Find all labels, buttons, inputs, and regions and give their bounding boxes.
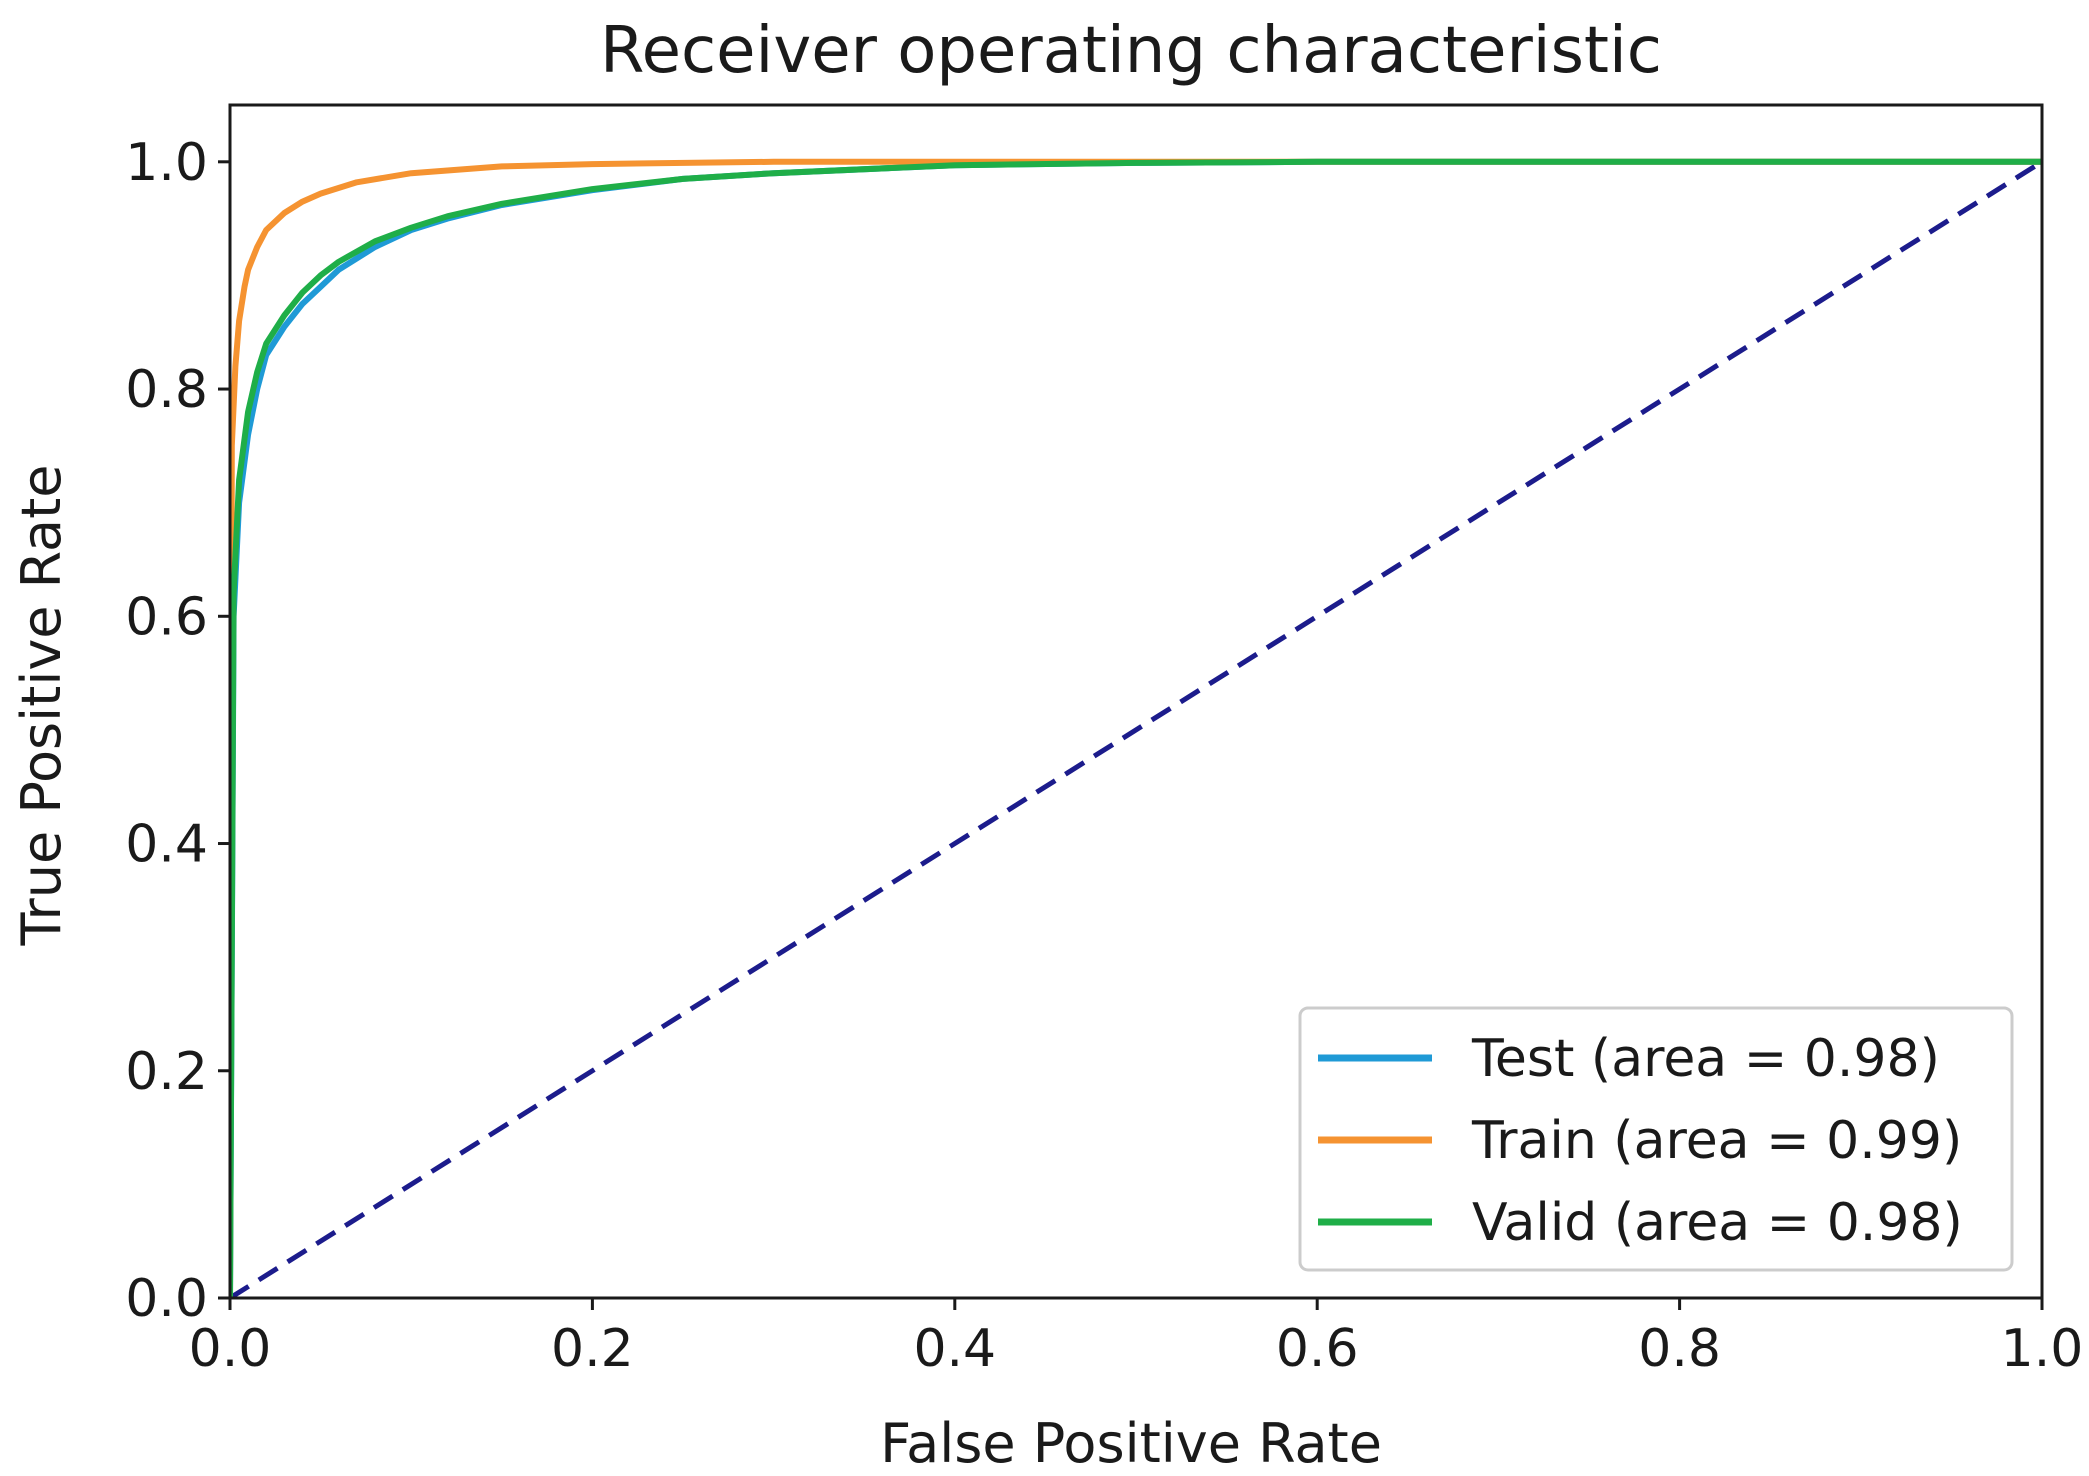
y-tick-label: 0.6 [125, 587, 208, 647]
x-tick-label: 0.8 [1638, 1319, 1721, 1379]
series-line-valid [230, 158, 2042, 1298]
plot-frame [228, 103, 2044, 1300]
legend-entries: Test (area = 0.98) Train (area = 0.99) Val… [1318, 1029, 1963, 1253]
plot-area [230, 158, 2042, 1298]
legend-label-valid: Valid (area = 0.98) [1472, 1193, 1963, 1253]
y-tick-label: 0.4 [125, 815, 208, 875]
x-axis-label: False Positive Rate [880, 1412, 1382, 1475]
series-line-train [230, 158, 2042, 1298]
chart-title: Receiver operating characteristic [600, 14, 1662, 88]
legend-label-test: Test (area = 0.98) [1471, 1029, 1940, 1089]
y-tick-label: 0.8 [125, 360, 208, 420]
x-axis-ticks: 0.0 0.2 0.4 0.6 0.8 1.0 [189, 1298, 2084, 1379]
x-tick-label: 0.6 [1276, 1319, 1359, 1379]
y-axis-label: True Positive Rate [10, 464, 73, 946]
x-tick-label: 0.4 [913, 1319, 996, 1379]
series-line-random [230, 159, 2042, 1298]
y-tick-label: 0.2 [125, 1042, 208, 1102]
y-tick-label: 1.0 [125, 133, 208, 193]
x-tick-label: 0.0 [189, 1319, 272, 1379]
legend-box [1298, 1006, 2014, 1272]
y-tick-label: 0.0 [125, 1269, 208, 1329]
legend: Test (area = 0.98) Train (area = 0.99) Val… [1298, 1006, 2014, 1272]
x-tick-label: 0.2 [551, 1319, 634, 1379]
x-tick-label: 1.0 [2001, 1319, 2084, 1379]
y-axis-ticks: 0.0 0.2 0.4 0.6 0.8 1.0 [125, 133, 230, 1329]
legend-label-train: Train (area = 0.99) [1471, 1111, 1962, 1171]
